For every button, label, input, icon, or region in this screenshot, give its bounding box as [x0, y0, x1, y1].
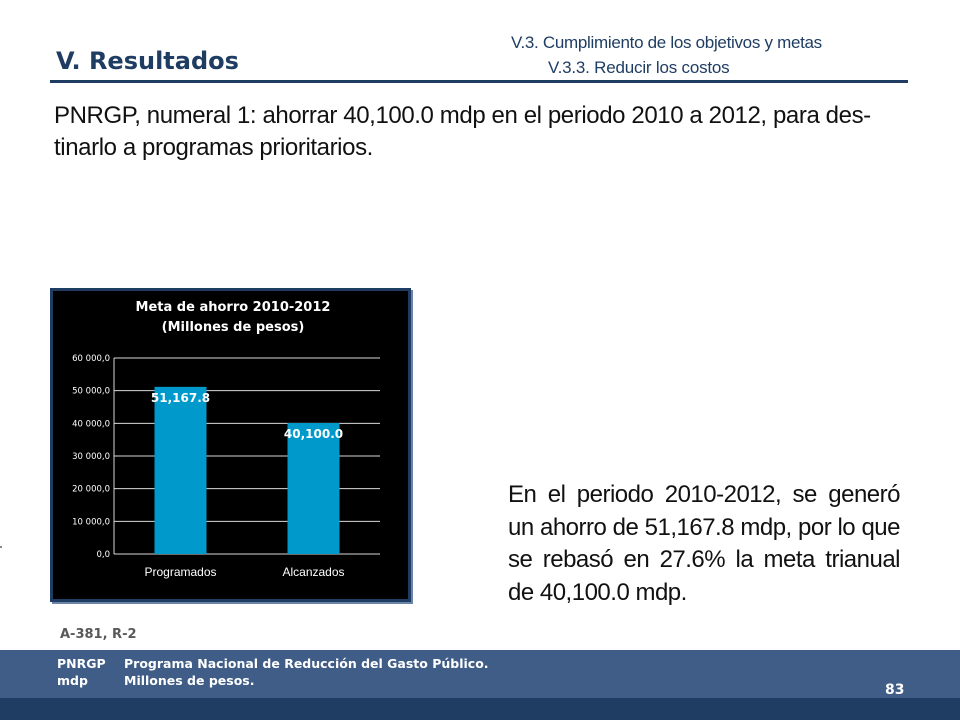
chart-subtitle: (Millones de pesos): [162, 320, 305, 335]
footer-band: [0, 650, 960, 698]
y-tick-label: 60 000,0: [72, 354, 110, 364]
savings-chart-svg: Meta de ahorro 2010-2012 (Millones de pe…: [72, 300, 380, 579]
headline: PNRGP, numeral 1: ahorrar 40,100.0 mdp e…: [54, 102, 871, 161]
footer-bottom-strip: [0, 698, 960, 720]
y-tick-label: 10 000,0: [72, 517, 110, 527]
y-tick-label: 50 000,0: [72, 387, 110, 397]
sub-subsection-title: V.3.3. Reducir los costos: [548, 58, 730, 77]
summary-paragraph: En el periodo 2010-2012, se generó un ah…: [508, 481, 901, 606]
data-label: 51,167.8: [151, 391, 210, 405]
header-rule: [50, 80, 908, 83]
bar: [287, 423, 340, 554]
section-title: V. Resultados: [56, 47, 239, 75]
glossary-abbr: PNRGP: [57, 656, 106, 671]
y-tick-label: 30 000,0: [72, 452, 110, 462]
side-mark: [0, 546, 2, 548]
data-label: 40,100.0: [284, 427, 343, 441]
page-number: 83: [885, 682, 905, 698]
y-tick-label: 40 000,0: [72, 419, 110, 429]
glossary-definition: Programa Nacional de Reducción del Gasto…: [124, 656, 489, 671]
glossary-abbr: mdp: [57, 673, 88, 688]
chart-title: Meta de ahorro 2010-2012: [136, 300, 331, 315]
glossary-definition: Millones de pesos.: [124, 673, 255, 688]
glossary-abbreviations: PNRGP mdp: [57, 655, 106, 689]
x-tick-label: Alcanzados: [282, 565, 344, 579]
savings-chart: Meta de ahorro 2010-2012 (Millones de pe…: [50, 288, 411, 602]
y-tick-label: 20 000,0: [72, 485, 110, 495]
x-tick-label: Programados: [144, 565, 216, 579]
reference-code: A-381, R-2: [60, 627, 137, 642]
glossary-definitions: Programa Nacional de Reducción del Gasto…: [124, 655, 489, 689]
y-tick-label: 0,0: [96, 550, 110, 560]
subsection-title: V.3. Cumplimiento de los objetivos y met…: [511, 33, 822, 52]
bar: [154, 386, 207, 554]
